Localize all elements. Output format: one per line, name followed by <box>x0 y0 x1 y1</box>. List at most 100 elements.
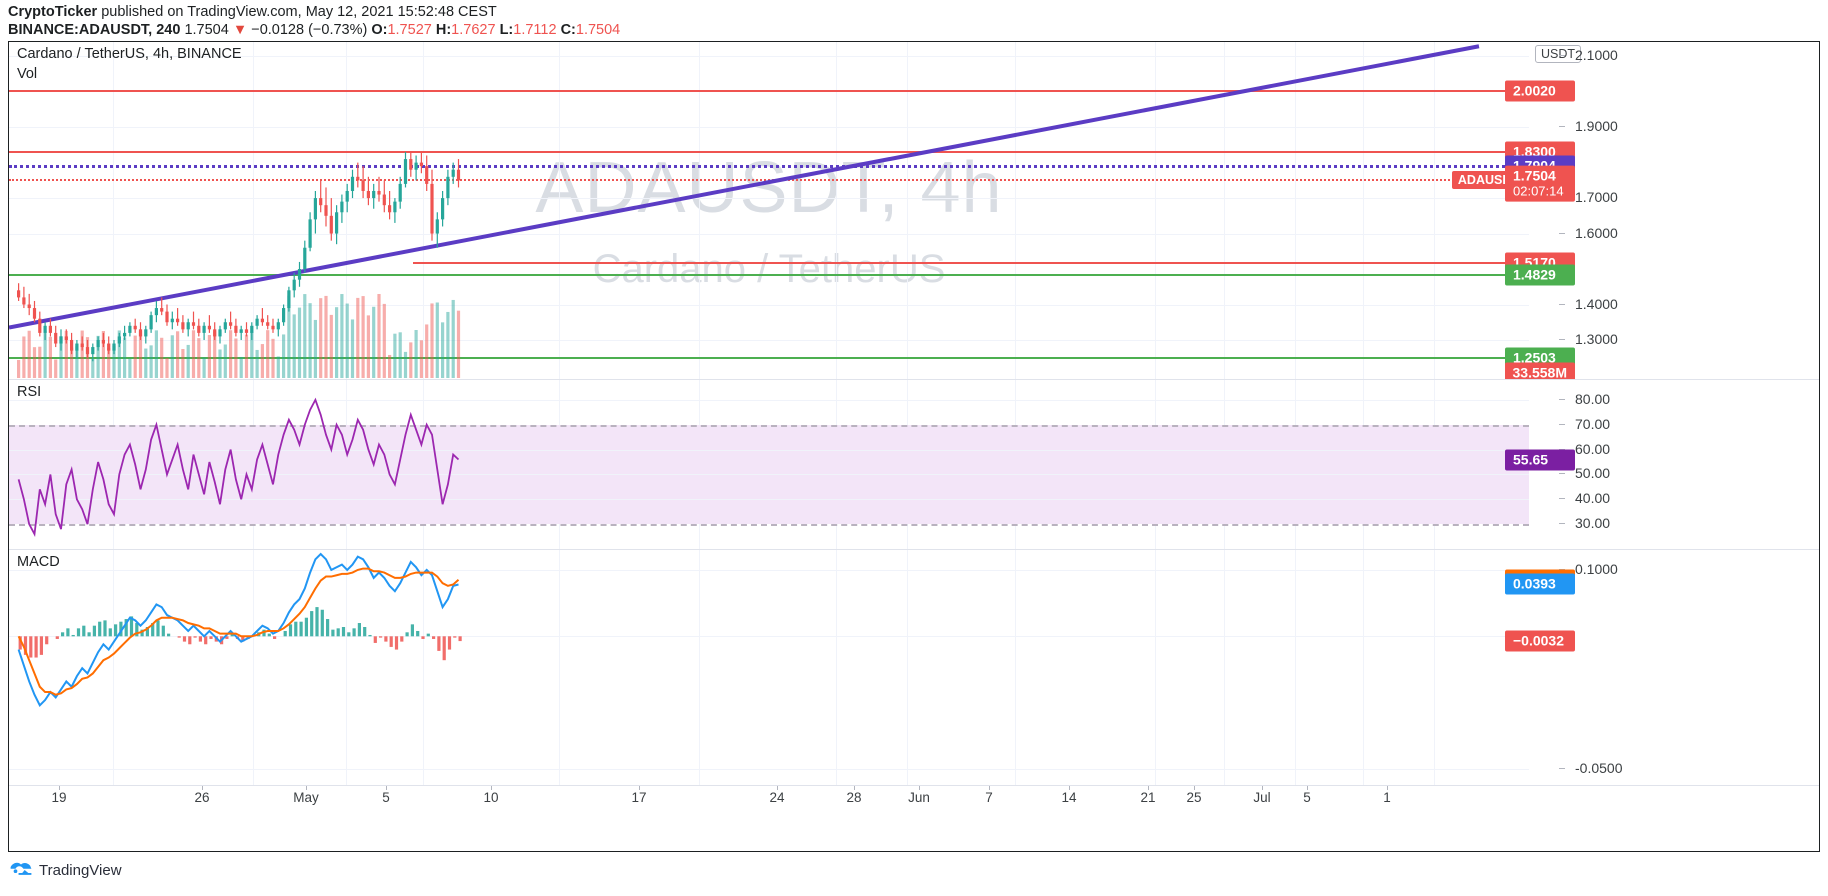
ohlc-close-value: 1.7504 <box>575 22 621 38</box>
publish-header: CryptoTicker published on TradingView.co… <box>8 3 497 21</box>
tick-mark-icon <box>1559 338 1565 340</box>
rsi-scale[interactable]: 80.00 70.00 60.00 50.00 40.00 30.00 55.65 <box>1505 380 1819 549</box>
vertical-gridline <box>1434 550 1435 785</box>
price-pane[interactable]: ADAUSDT, 4h Cardano / TetherUS ADAUSDT U… <box>9 42 1819 379</box>
price-scale[interactable]: USDT 2.1000 1.9000 1.7000 1.6000 1.4000 1.300… <box>1504 42 1819 379</box>
last-price: 1.7504 <box>184 22 229 38</box>
time-axis[interactable]: 19 26 May 5 10 17 24 28 Jun 7 14 21 25 Jul 5 1 <box>9 786 1819 810</box>
horizontal-gridline <box>9 449 1529 451</box>
tradingview-brand-label: TradingView <box>39 861 122 879</box>
vertical-gridline <box>113 550 114 785</box>
tick-mark-icon <box>1559 523 1565 525</box>
price-level-line[interactable] <box>9 165 1529 169</box>
price-tag-last-price[interactable]: 1.7504 02:07:14 <box>1505 165 1575 202</box>
vertical-gridline <box>907 42 908 379</box>
tick-mark-icon <box>1559 55 1565 57</box>
price-tag-value: 1.8300 <box>1513 143 1556 160</box>
vertical-gridline <box>1015 550 1016 785</box>
time-axis-label: 24 <box>769 790 785 805</box>
time-tick-mark <box>777 786 778 790</box>
price-tag-value: 1.4829 <box>1513 266 1556 283</box>
vertical-gridline <box>1363 42 1364 379</box>
macd-series[interactable] <box>9 550 1529 785</box>
symbol-quote-header: BINANCE:ADAUSDT, 240 1.7504 ▼ −0.0128 (−… <box>8 21 620 39</box>
vertical-gridline <box>253 42 254 379</box>
macd-tick-label: -0.0500 <box>1575 760 1623 777</box>
tick-mark-icon <box>1559 232 1565 234</box>
vertical-gridline <box>1295 550 1296 785</box>
time-axis-label: 28 <box>846 790 862 805</box>
tick-mark-icon <box>1559 398 1565 400</box>
macd-line <box>17 552 459 708</box>
ohlc-high-value: 1.7627 <box>451 22 496 38</box>
ohlc-close-key: C: <box>560 22 576 38</box>
price-level-line[interactable] <box>9 89 1529 92</box>
rsi-tick-label: 80.00 <box>1575 390 1611 407</box>
chart-title: Cardano / TetherUS, 4h, BINANCE <box>17 46 242 62</box>
price-tag-value: 1.7504 <box>1513 167 1556 184</box>
time-tick-mark <box>639 786 640 790</box>
time-tick-mark <box>306 786 307 790</box>
time-tick-mark <box>386 786 387 790</box>
rsi-value-tag[interactable]: 55.65 <box>1505 449 1575 471</box>
price-plot-area[interactable]: ADAUSDT, 4h Cardano / TetherUS ADAUSDT <box>9 42 1529 379</box>
rsi-line[interactable] <box>9 380 1529 549</box>
macd-value-tag[interactable]: 0.0393 <box>1505 573 1575 595</box>
vertical-gridline <box>1363 550 1364 785</box>
time-axis-label: 19 <box>51 790 67 805</box>
author-name: CryptoTicker <box>8 4 98 20</box>
price-unit-badge: USDT <box>1534 45 1581 63</box>
time-tick-mark <box>491 786 492 790</box>
price-tick-label: 1.4000 <box>1575 295 1618 312</box>
tick-mark-icon <box>1559 303 1565 305</box>
time-tick-mark <box>1262 786 1263 790</box>
price-tick-label: 1.3000 <box>1575 330 1618 347</box>
horizontal-gridline <box>9 198 1529 200</box>
vertical-gridline <box>1434 42 1435 379</box>
candlestick-series[interactable] <box>9 42 1529 379</box>
vertical-gridline <box>423 550 424 785</box>
macd-legend-label: MACD <box>17 554 60 570</box>
price-level-line[interactable] <box>9 150 1529 153</box>
trendline[interactable] <box>9 42 1529 379</box>
price-level-line[interactable] <box>9 356 1529 359</box>
price-level-line[interactable] <box>413 262 1529 264</box>
vertical-gridline <box>113 42 114 379</box>
horizontal-gridline <box>9 304 1529 306</box>
price-tag-resistance[interactable]: 2.0020 <box>1505 80 1575 102</box>
price-tag-value: 1.2503 <box>1513 349 1556 366</box>
time-axis-label: 26 <box>194 790 210 805</box>
time-axis-label: 21 <box>1140 790 1156 805</box>
published-text: published on TradingView.com, May 12, 20… <box>101 4 497 20</box>
price-tag-volume[interactable]: 33.558M <box>1504 362 1575 379</box>
time-tick-mark <box>854 786 855 790</box>
chart-frame[interactable]: ADAUSDT, 4h Cardano / TetherUS ADAUSDT U… <box>8 41 1820 852</box>
volume-legend-label: Vol <box>17 66 38 82</box>
horizontal-gridline-zero <box>9 636 1529 638</box>
pane-divider-3 <box>9 785 1819 786</box>
ohlc-open-value: 1.7527 <box>387 22 432 38</box>
rsi-plot-area[interactable] <box>9 380 1529 549</box>
time-axis-label: 25 <box>1186 790 1202 805</box>
macd-plot-area[interactable] <box>9 550 1529 785</box>
time-axis-label: Jul <box>1253 790 1271 805</box>
rsi-threshold-line <box>9 524 1529 527</box>
vertical-gridline <box>253 550 254 785</box>
pane-divider-1 <box>9 379 1819 380</box>
horizontal-gridline <box>9 233 1529 235</box>
rsi-tick-label: 70.00 <box>1575 415 1611 432</box>
tick-mark-icon <box>1559 768 1565 770</box>
price-tag-support[interactable]: 1.4829 <box>1505 264 1575 286</box>
time-tick-mark <box>989 786 990 790</box>
macd-tick-label: 0.1000 <box>1575 560 1618 577</box>
price-level-line[interactable] <box>9 274 1529 277</box>
macd-value-tag[interactable]: −0.0032 <box>1505 630 1575 652</box>
horizontal-gridline <box>9 569 1529 571</box>
pane-divider-2 <box>9 549 1819 550</box>
price-tag-countdown: 02:07:14 <box>1513 183 1564 199</box>
rsi-pane[interactable]: 80.00 70.00 60.00 50.00 40.00 30.00 55.65 RSI <box>9 380 1819 549</box>
tick-mark-icon <box>1559 448 1565 450</box>
